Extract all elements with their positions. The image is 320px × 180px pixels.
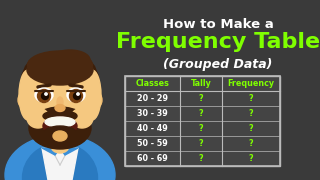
Ellipse shape [50, 50, 90, 70]
Ellipse shape [24, 60, 96, 140]
Text: Frequency: Frequency [228, 79, 275, 88]
Ellipse shape [29, 107, 91, 149]
Ellipse shape [67, 88, 85, 102]
Ellipse shape [55, 105, 65, 111]
Text: 60 - 69: 60 - 69 [137, 154, 168, 163]
Ellipse shape [43, 112, 59, 120]
Polygon shape [60, 148, 78, 155]
Ellipse shape [18, 92, 30, 108]
Text: How to Make a: How to Make a [163, 18, 273, 31]
Ellipse shape [71, 108, 93, 128]
Text: ?: ? [199, 94, 203, 103]
Polygon shape [42, 148, 78, 180]
Bar [125, 76, 280, 166]
Ellipse shape [90, 92, 102, 108]
Ellipse shape [27, 62, 93, 138]
Text: ?: ? [199, 154, 203, 163]
Text: ?: ? [249, 124, 253, 133]
Circle shape [69, 89, 83, 102]
Text: 30 - 39: 30 - 39 [137, 109, 168, 118]
Ellipse shape [81, 67, 99, 97]
Ellipse shape [83, 70, 101, 120]
Text: ?: ? [199, 139, 203, 148]
Ellipse shape [61, 112, 77, 120]
Ellipse shape [19, 70, 37, 120]
Ellipse shape [53, 131, 67, 141]
Text: Tally: Tally [191, 79, 212, 88]
Circle shape [74, 93, 81, 100]
Text: 20 - 29: 20 - 29 [137, 94, 168, 103]
Text: ?: ? [249, 139, 253, 148]
Circle shape [37, 89, 51, 102]
Text: Classes: Classes [136, 79, 169, 88]
Circle shape [42, 93, 49, 100]
FancyBboxPatch shape [125, 76, 280, 166]
Ellipse shape [28, 51, 92, 79]
Text: Frequency Table: Frequency Table [116, 32, 320, 52]
Ellipse shape [5, 135, 115, 180]
Ellipse shape [51, 139, 69, 153]
Ellipse shape [24, 53, 96, 91]
Text: (Grouped Data): (Grouped Data) [163, 58, 273, 71]
Circle shape [45, 93, 47, 95]
Text: ?: ? [249, 154, 253, 163]
Text: ?: ? [249, 109, 253, 118]
Ellipse shape [35, 88, 53, 102]
Ellipse shape [21, 67, 39, 97]
Ellipse shape [43, 126, 77, 142]
Circle shape [77, 93, 79, 95]
Ellipse shape [43, 117, 77, 135]
Text: ?: ? [199, 109, 203, 118]
Ellipse shape [27, 55, 93, 85]
Text: ?: ? [199, 124, 203, 133]
Ellipse shape [45, 117, 75, 127]
Ellipse shape [22, 143, 98, 180]
Text: 40 - 49: 40 - 49 [137, 124, 168, 133]
Polygon shape [42, 148, 60, 155]
Text: 50 - 59: 50 - 59 [137, 139, 168, 148]
Ellipse shape [27, 108, 49, 128]
Text: ?: ? [249, 94, 253, 103]
Ellipse shape [57, 97, 63, 107]
